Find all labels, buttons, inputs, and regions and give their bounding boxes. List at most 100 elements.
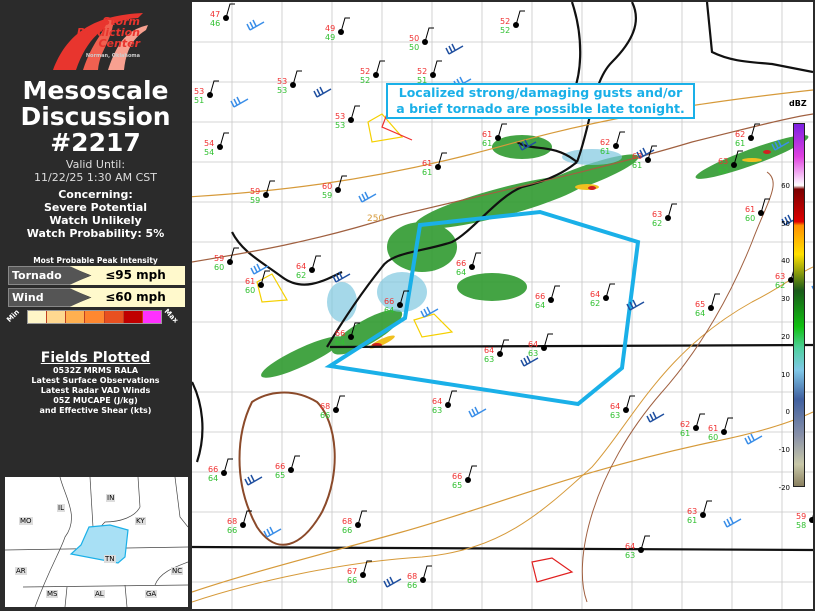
station-model: 68 66 xyxy=(407,572,417,590)
vad-wind-barb xyxy=(383,576,402,588)
scale-segment xyxy=(142,311,161,323)
md-area-polygon[interactable] xyxy=(324,209,641,407)
wind-barb xyxy=(337,175,347,191)
wind-barb xyxy=(625,395,635,411)
station-model: 65 64 xyxy=(695,300,705,318)
colorbar-tick-label: 50 xyxy=(781,219,790,228)
station-model: 68 66 xyxy=(320,402,330,420)
wind-barb xyxy=(362,560,372,576)
temperature: 63 xyxy=(632,152,643,161)
temperature: 66 xyxy=(535,292,546,301)
vad-wind-barb xyxy=(744,433,763,445)
state-label: IN xyxy=(106,494,116,502)
dewpoint: 54 xyxy=(204,148,215,157)
spc-swoosh-icon xyxy=(53,13,148,70)
vad-wind-barb xyxy=(518,139,537,151)
temperature: 53 xyxy=(277,77,288,86)
dewpoint: 64 xyxy=(384,306,395,315)
temperature: 64 xyxy=(625,542,636,551)
reflectivity-colorbar xyxy=(793,123,805,487)
vad-wind-barb xyxy=(250,263,269,275)
temperature: 52 xyxy=(417,67,428,76)
dewpoint: 61 xyxy=(687,516,698,525)
temperature: 66 xyxy=(275,462,286,471)
dewpoint: 62 xyxy=(652,219,663,228)
state-label: GA xyxy=(145,590,158,598)
wind-barb xyxy=(471,252,481,268)
colorbar-tick-label: 20 xyxy=(781,332,790,341)
vad-wind-barb xyxy=(636,147,655,159)
wind-barb xyxy=(357,510,367,526)
tornado-intensity: ≤95 mph Tornado xyxy=(8,266,185,285)
colorbar-tick-label: -20 xyxy=(778,483,790,492)
wind-barb xyxy=(350,105,360,121)
vad-wind-barb xyxy=(246,19,265,31)
dewpoint: 62 xyxy=(296,271,307,280)
dewpoint: 51 xyxy=(194,96,205,105)
vad-wind-barb xyxy=(263,526,282,538)
wind-barb xyxy=(223,458,233,474)
wind-barb xyxy=(260,270,270,286)
colorbar-tick-label: -10 xyxy=(778,445,790,454)
station-model: 61 61 xyxy=(482,130,492,148)
temperature: 61 xyxy=(245,277,256,286)
temperature: 68 xyxy=(227,517,238,526)
dewpoint: 64 xyxy=(208,474,219,483)
shear-contour-closed xyxy=(238,391,336,546)
temperature: 50 xyxy=(409,34,420,43)
fields-plotted: Fields Plotted 0532Z MRMS RALA Latest Su… xyxy=(31,350,160,415)
concerning: Concerning: Severe Potential Watch Unlik… xyxy=(26,188,165,240)
dewpoint: 61 xyxy=(632,161,643,170)
station-model: 64 62 xyxy=(296,262,306,280)
station-model: 59 60 xyxy=(214,254,224,272)
temperature: 49 xyxy=(325,24,336,33)
station-dot xyxy=(223,15,229,21)
station-model: 62 61 xyxy=(600,138,610,156)
wind-barb xyxy=(497,123,507,139)
temperature: 65 xyxy=(695,300,706,309)
station-model: 63 62 xyxy=(718,157,728,175)
wind-barb xyxy=(499,339,509,355)
dewpoint: 64 xyxy=(535,301,546,310)
left-panel: Storm Prediction Center Norman, Oklahoma… xyxy=(0,0,191,611)
vad-wind-barb xyxy=(811,285,813,290)
temperature: 62 xyxy=(600,138,611,147)
station-model: 61 60 xyxy=(708,424,718,442)
wind-barb xyxy=(447,390,457,406)
dewpoint: 60 xyxy=(745,214,756,223)
wind-barb xyxy=(605,283,615,299)
dewpoint: 61 xyxy=(735,139,746,148)
colorbar-tick-label: 30 xyxy=(781,295,790,304)
discussion-annotation: Localized strong/damaging gusts and/or a… xyxy=(386,83,695,119)
dewpoint: 64 xyxy=(335,338,346,347)
scale-segment xyxy=(104,311,124,323)
warning-polygons xyxy=(256,113,574,583)
dewpoint: 65 xyxy=(452,481,463,490)
station-model: 64 63 xyxy=(432,397,442,415)
dewpoint: 60 xyxy=(708,433,719,442)
temperature: 66 xyxy=(335,329,346,338)
vad-wind-barb xyxy=(520,355,539,367)
station-model: 64 63 xyxy=(625,542,635,560)
valid-until: Valid Until: 11/22/25 1:30 AM CST xyxy=(34,158,157,184)
vad-wind-barb xyxy=(771,139,790,151)
dewpoint: 50 xyxy=(409,43,420,52)
scale-segment xyxy=(66,311,86,323)
wind-barb xyxy=(265,180,275,196)
temperature: 67 xyxy=(347,567,358,576)
dewpoint: 46 xyxy=(210,19,221,28)
wind-barb xyxy=(467,465,477,481)
wind-barb xyxy=(422,565,432,581)
temperature: 61 xyxy=(482,130,493,139)
temperature: 63 xyxy=(775,272,786,281)
temperature: 63 xyxy=(718,157,729,166)
wind-barb xyxy=(515,10,525,26)
state-label: KY xyxy=(135,517,146,525)
temperature: 61 xyxy=(422,159,433,168)
wind-barb xyxy=(760,198,770,214)
dewpoint: 66 xyxy=(342,526,353,535)
scale-segment xyxy=(85,311,105,323)
scale-segment xyxy=(28,311,48,323)
scale-segment xyxy=(47,311,67,323)
wind-barb xyxy=(550,285,560,301)
